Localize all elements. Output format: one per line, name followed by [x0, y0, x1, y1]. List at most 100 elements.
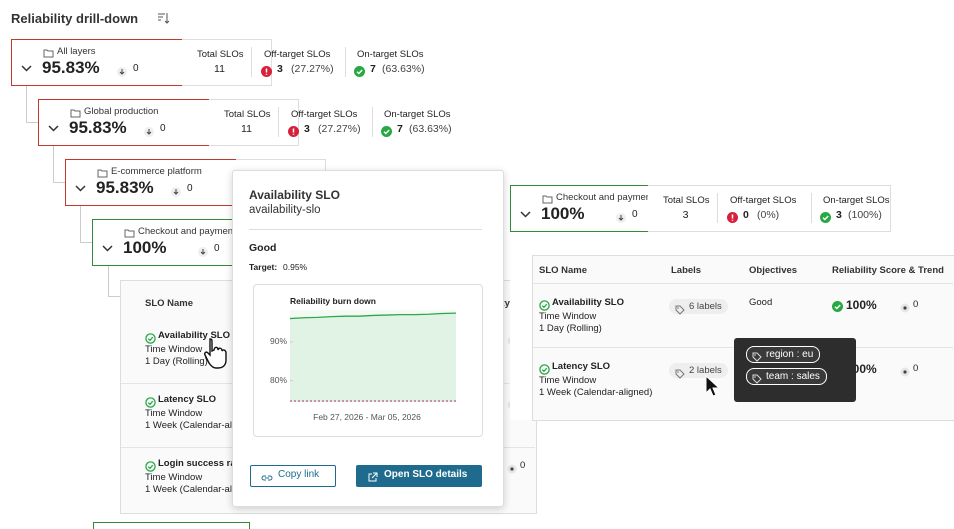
expand-icon[interactable]: [48, 119, 59, 137]
tree-line: [53, 146, 54, 183]
window-value: 1 Week (Calendar-aligned): [145, 484, 259, 495]
cursor: [705, 374, 721, 402]
tree-line: [26, 122, 38, 123]
trend-icon: [198, 244, 208, 262]
layer-score: 95.83%: [69, 118, 127, 137]
copy-link-button[interactable]: [250, 465, 336, 487]
target-label: Target:: [249, 262, 278, 272]
stat-label: Total SLOs: [197, 49, 244, 60]
stat-label: Total SLOs: [224, 109, 271, 120]
trend-icon: [144, 124, 154, 142]
slo-name[interactable]: Login success rate: [158, 458, 245, 469]
slo-name[interactable]: Latency SLO: [158, 394, 217, 405]
popover-slug: availability-slo: [249, 204, 321, 216]
column-header: Labels: [671, 265, 702, 276]
trend-icon: [117, 64, 127, 82]
layer-name: Checkout and payments: [556, 192, 659, 203]
chart-title: Reliability burn down: [290, 296, 376, 306]
stat-value: 7: [397, 123, 403, 135]
stat-value: 3: [682, 209, 689, 221]
stat-value: 3: [277, 63, 283, 75]
stat-label: Off-target SLOs: [264, 49, 331, 60]
stat-value: 3: [304, 123, 310, 135]
trend-icon: [900, 300, 910, 318]
score: 100%: [846, 298, 877, 312]
stat-value: 7: [370, 63, 376, 75]
sort-icon[interactable]: [157, 12, 169, 24]
divider: [345, 47, 346, 77]
expand-icon[interactable]: [75, 179, 86, 197]
off-icon: [288, 124, 299, 142]
off-icon: [727, 210, 738, 228]
label-chip: region : eu: [746, 346, 821, 363]
layer-card[interactable]: [92, 219, 234, 266]
layer-card[interactable]: [11, 39, 183, 86]
tag-icon: [752, 349, 762, 367]
layer-name: All layers: [57, 46, 96, 57]
open-details-button[interactable]: [356, 465, 482, 487]
stat-value: 11: [241, 123, 252, 135]
tree-line: [108, 296, 120, 297]
stats-panel: [648, 185, 891, 232]
window-label: Time Window: [145, 408, 203, 419]
trend-value: 0: [133, 63, 139, 74]
trend-value: 0: [913, 363, 919, 374]
window-value: 1 Day (Rolling): [145, 356, 208, 367]
off-icon: [261, 64, 272, 82]
link-icon: [261, 470, 273, 488]
row-divider: [533, 283, 953, 284]
stat-value: 0: [743, 209, 749, 221]
target-value: 0.95%: [283, 262, 308, 272]
expand-icon[interactable]: [21, 59, 32, 77]
tree-line: [26, 86, 27, 123]
trend-icon: [900, 364, 910, 382]
stat-pct: (27.27%): [318, 123, 361, 135]
page-title: Reliability drill-down: [11, 11, 139, 26]
window-label: Time Window: [539, 311, 597, 322]
on-icon: [354, 64, 365, 82]
stat-pct: (100%): [848, 209, 882, 221]
trend-value: 0: [632, 209, 638, 220]
trend-icon: [507, 461, 517, 479]
status-icon: [539, 362, 550, 380]
column-header: Objectives: [749, 265, 798, 276]
folder-icon: [124, 225, 135, 243]
status: Good: [249, 242, 277, 254]
layer-score: 100%: [541, 204, 585, 223]
trend-value: 0: [214, 243, 220, 254]
slo-name[interactable]: Availability SLO: [158, 330, 230, 341]
layer-name: E-commerce platform: [111, 166, 202, 177]
popover-title: Availability SLO: [249, 188, 340, 202]
layer-card[interactable]: [38, 99, 210, 146]
stat-label: On-target SLOs: [384, 109, 451, 120]
column-header: Reliability Score & Trend: [832, 265, 944, 276]
folder-icon: [70, 105, 81, 123]
area-fill: [290, 313, 456, 402]
score-icon: [832, 299, 843, 317]
on-icon: [820, 210, 831, 228]
trend-icon: [171, 184, 181, 202]
stats-panel: [209, 99, 299, 146]
stat-label: On-target SLOs: [823, 195, 890, 206]
window-label: Time Window: [145, 344, 203, 355]
expand-icon[interactable]: [102, 239, 113, 257]
slo-name[interactable]: Latency SLO: [552, 361, 611, 372]
stat-pct: (27.27%): [291, 63, 334, 75]
stat-pct: (63.63%): [409, 123, 452, 135]
trend-icon: [616, 210, 626, 228]
column-header: SLO Name: [145, 298, 194, 309]
divider: [251, 47, 252, 77]
external-icon: [367, 470, 378, 488]
burn-down-chart: [290, 310, 456, 402]
tag-icon: [752, 371, 762, 389]
label-chip: team : sales: [746, 368, 827, 385]
hand-cursor: [202, 337, 230, 374]
window-value: 1 Week (Calendar-aligned): [145, 420, 259, 431]
slo-name[interactable]: Availability SLO: [552, 297, 624, 308]
stat-label: Total SLOs: [663, 195, 710, 206]
layer-card[interactable]: [510, 185, 649, 232]
layer-name: Checkout and payments: [138, 226, 241, 237]
y-tick-label: 90%: [269, 335, 287, 346]
next-card: [93, 522, 250, 529]
expand-icon[interactable]: [520, 205, 531, 223]
